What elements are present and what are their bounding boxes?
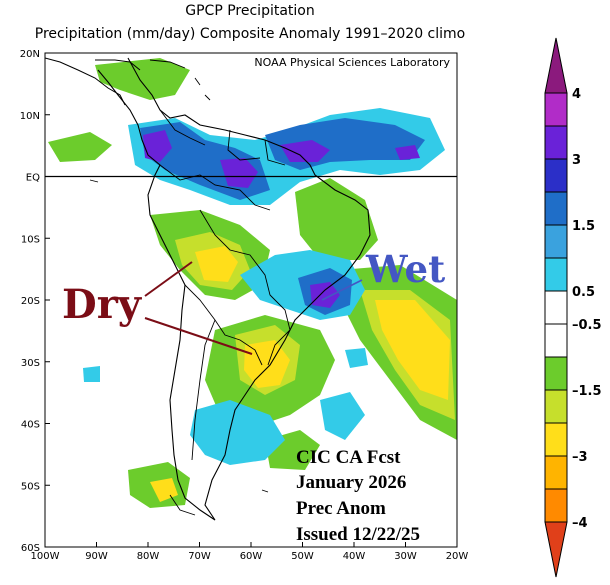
south-america-coastline: [97, 57, 371, 521]
colorbar-segment: [544, 290, 568, 325]
lon-tick-label: 30W: [394, 551, 417, 562]
lon-tick-label: 90W: [85, 551, 108, 562]
anomaly-green-brazil-east: [295, 178, 378, 260]
anomaly-cyan-south: [190, 400, 285, 465]
anomaly-green-caribbean: [95, 58, 190, 100]
title-line-1: GPCP Precipitation: [185, 3, 315, 19]
lon-tick-label: 80W: [137, 551, 160, 562]
colorbar-label: –4: [572, 516, 588, 531]
colorbar-segment: [544, 191, 568, 226]
colorbar-segment: [544, 92, 568, 127]
anomaly-yellow-atlantic: [375, 300, 450, 400]
forecast-line-1: CIC CA Fcst: [296, 447, 401, 468]
colorbar-segment: [544, 158, 568, 193]
colorbar-segment: [544, 323, 568, 358]
anomaly-cyan-brazil-center: [345, 348, 368, 368]
colorbar-segment: [544, 356, 568, 391]
lat-tick-label: 20S: [21, 296, 40, 307]
colorbar-label: 4: [572, 87, 581, 102]
lat-tick-label: 60S: [21, 543, 40, 554]
dry-arrow-paraguay: [144, 317, 253, 355]
colorbar-segments: [544, 37, 568, 578]
colorbar-segment: [544, 389, 568, 424]
anomaly-cyan-southeast: [320, 392, 365, 440]
lon-tick-label: 40W: [343, 551, 366, 562]
colorbar-segment: [544, 125, 568, 160]
lat-tick-label: 10S: [21, 234, 40, 245]
longitude-axis: 100W 90W 80W 70W 60W 50W 40W 30W 20W: [31, 542, 469, 562]
lat-tick-label: 10N: [20, 111, 40, 122]
country-borders: [159, 109, 291, 461]
lat-tick-label: 30S: [21, 358, 40, 369]
forecast-line-4: Issued 12/22/25: [296, 524, 420, 545]
credit-text: NOAA Physical Sciences Laboratory: [254, 56, 450, 69]
colorbar-label: –3: [572, 450, 588, 465]
forecast-line-3: Prec Anom: [296, 498, 386, 519]
anomaly-green-pacific: [48, 132, 112, 162]
colorbar-label: 0.5: [572, 285, 595, 300]
lat-tick-label: 50S: [21, 481, 40, 492]
lat-tick-label: EQ: [26, 173, 40, 184]
forecast-line-2: January 2026: [296, 472, 406, 493]
colorbar-segment: [544, 488, 568, 523]
anomaly-fields: [45, 57, 457, 521]
lon-tick-label: 20W: [446, 551, 469, 562]
colorbar-labels: 4 3 1.5 0.5 –0.5 –1.5 –3 –4: [572, 87, 602, 531]
anomaly-cyan-pacific: [83, 366, 100, 382]
anomaly-yellow-bolivia: [195, 246, 238, 282]
lat-tick-label: 20N: [20, 49, 40, 60]
colorbar-label: 3: [572, 153, 581, 168]
latitude-axis: 20N 10N EQ 10S 20S 30S 40S 50S 60S: [20, 49, 50, 554]
colorbar-segment: [544, 455, 568, 490]
title-line-2: Precipitation (mm/day) Composite Anomaly…: [34, 26, 466, 42]
lon-tick-label: 70W: [188, 551, 211, 562]
islands: [89, 59, 269, 516]
wet-label: Wet: [365, 247, 445, 291]
lon-tick-label: 60W: [240, 551, 263, 562]
anomaly-purple-amazon: [220, 158, 258, 188]
colorbar-segment: [544, 37, 568, 94]
anomaly-purple-brazil: [310, 282, 340, 308]
anomaly-purple-colombia: [143, 130, 172, 162]
dry-arrow-bolivia: [144, 261, 193, 297]
central-america-coastline: [45, 57, 141, 106]
colorbar-segment: [544, 422, 568, 457]
dry-label: Dry: [62, 281, 143, 328]
colorbar-label: –0.5: [572, 318, 602, 333]
lon-tick-label: 50W: [291, 551, 314, 562]
anomaly-purple-atlantic-east: [395, 145, 420, 160]
colorbar-label: –1.5: [572, 384, 602, 399]
lon-tick-label: 100W: [31, 551, 60, 562]
colorbar-segment: [544, 521, 568, 578]
colorbar-segment: [544, 224, 568, 259]
colorbar-segment: [544, 257, 568, 292]
anomaly-purple-atlantic: [280, 140, 330, 162]
lat-tick-label: 40S: [21, 420, 40, 431]
colorbar-label: 1.5: [572, 219, 595, 234]
wet-arrow: [321, 279, 363, 301]
